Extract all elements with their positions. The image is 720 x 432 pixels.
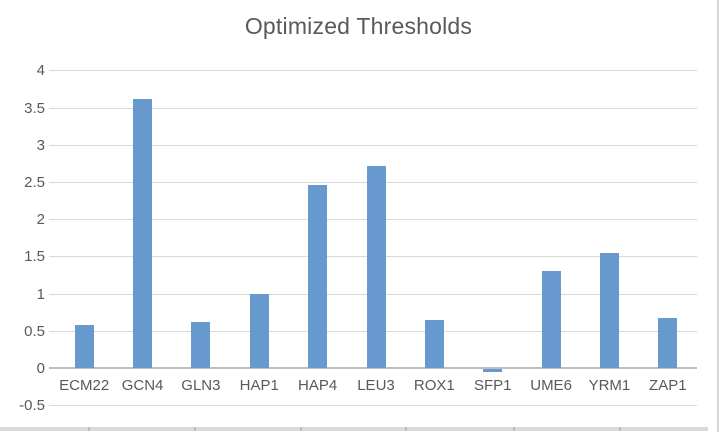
y-axis-tick-label: 4 — [36, 62, 45, 80]
column-separator — [194, 427, 196, 431]
y-axis-tick-label: 1.5 — [24, 248, 45, 266]
bar-ume6[interactable] — [541, 271, 561, 368]
y-gridline — [49, 144, 697, 146]
x-axis-category-label: HAP4 — [298, 377, 338, 394]
bar-sfp1[interactable] — [483, 369, 503, 372]
y-gridline — [49, 405, 697, 407]
x-axis-category-label: SFP1 — [473, 377, 512, 394]
x-axis-category-label: LEU3 — [357, 377, 395, 394]
y-axis-tick-label: -0.5 — [19, 397, 45, 415]
column-separator — [619, 427, 621, 431]
column-separator — [300, 427, 302, 431]
y-axis-tick-label: 2 — [36, 211, 45, 229]
bar-hap1[interactable] — [249, 294, 269, 368]
x-axis-line — [49, 367, 697, 369]
x-axis-category-label: ZAP1 — [649, 377, 687, 394]
bar-yrm1[interactable] — [599, 253, 619, 368]
bar-hap4[interactable] — [308, 184, 328, 368]
x-axis-category-label: HAP1 — [239, 377, 279, 394]
x-axis-category-label: ROX1 — [413, 377, 455, 394]
bar-zap1[interactable] — [658, 318, 678, 368]
bar-gln3[interactable] — [191, 321, 211, 368]
x-axis-category-label: YRM1 — [588, 377, 631, 394]
column-separator — [405, 427, 407, 431]
y-axis-tick-label: 1 — [36, 285, 45, 303]
y-axis-tick-label: 0 — [36, 360, 45, 377]
bar-rox1[interactable] — [424, 320, 444, 368]
window-right-edge — [717, 0, 719, 432]
y-axis-tick-label: 2.5 — [24, 174, 45, 191]
bar-leu3[interactable] — [366, 165, 386, 368]
y-axis-tick-label: 0.5 — [24, 322, 45, 340]
x-axis-category-label: GLN3 — [181, 377, 221, 394]
x-axis-category-label: GCN4 — [121, 377, 164, 394]
y-axis-tick-label: 3 — [36, 136, 45, 154]
x-axis-category-label: ECM22 — [59, 377, 110, 394]
y-axis-tick-label: 3.5 — [24, 99, 45, 117]
bar-gcn4[interactable] — [133, 99, 153, 368]
y-gridline — [49, 70, 697, 72]
column-separator — [513, 427, 515, 431]
x-axis-category-label: UME6 — [530, 377, 572, 394]
column-separator — [88, 427, 90, 431]
chart-title: Optimized Thresholds — [244, 13, 473, 39]
y-gridline — [49, 107, 697, 109]
spreadsheet-row-edge — [0, 427, 708, 431]
bar-ecm22[interactable] — [74, 324, 94, 368]
